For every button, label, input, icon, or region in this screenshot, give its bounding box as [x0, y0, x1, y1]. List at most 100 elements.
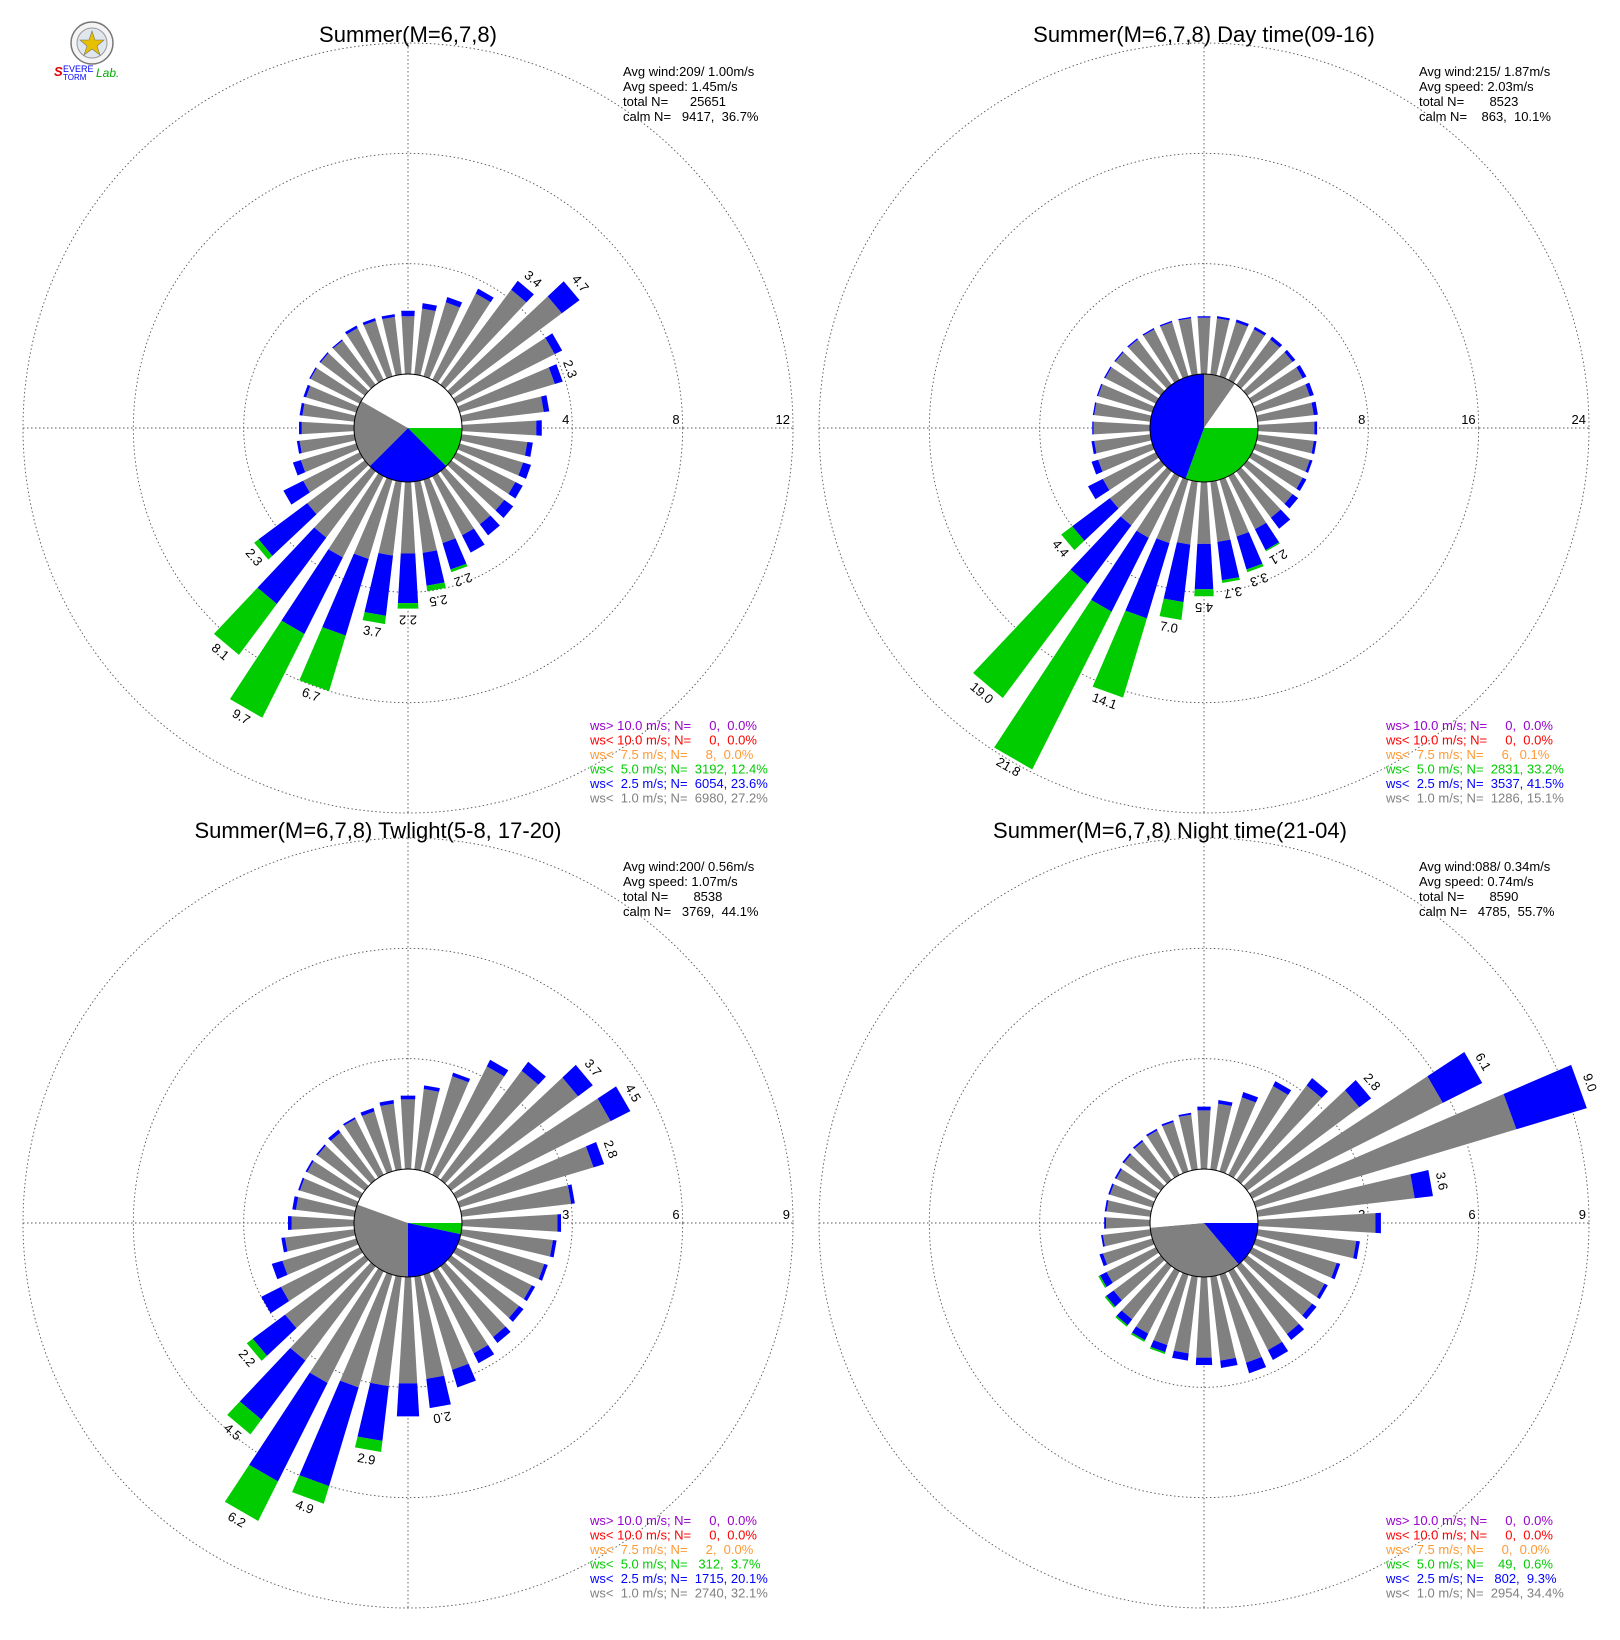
bar-segment-lt5 — [254, 539, 273, 560]
bar-segment-lt25 — [1072, 498, 1119, 541]
bar-segment-lt1 — [1210, 480, 1231, 542]
bar-segment-lt25 — [1091, 459, 1103, 475]
bar-segment-lt1 — [1178, 318, 1198, 376]
bar-segment-lt25 — [364, 553, 394, 616]
bar-value-label: 3.7 — [362, 622, 382, 640]
bar-segment-lt1 — [1116, 1169, 1159, 1199]
bar-segment-lt25 — [1353, 1240, 1360, 1260]
bar-segment-lt25 — [1220, 1357, 1238, 1368]
bar-segment-lt25 — [1092, 421, 1094, 435]
bar-segment-lt25 — [292, 460, 306, 476]
bar-segment-lt1 — [1094, 402, 1152, 422]
bar-segment-lt25 — [452, 1072, 471, 1083]
bar-value-label: 6.7 — [300, 684, 322, 704]
bar-segment-lt1 — [1197, 481, 1211, 544]
bar-segment-lt1 — [1105, 367, 1159, 404]
stat-line: Avg speed: 1.07m/s — [623, 874, 738, 889]
legend-entry: ws< 1.0 m/s; N= 6980, 27.2% — [589, 791, 768, 806]
bar-segment-lt25 — [550, 1240, 557, 1258]
stat-line: total N= 8538 — [623, 889, 722, 904]
bar-segment-lt25 — [252, 1314, 297, 1356]
bar-segment-lt25 — [292, 1196, 299, 1210]
ring-label: 9 — [1579, 1207, 1586, 1222]
bar-segment-lt5 — [1265, 542, 1280, 552]
bar-segment-lt25 — [511, 280, 534, 303]
stat-line: Avg speed: 2.03m/s — [1419, 79, 1534, 94]
range-ring — [928, 152, 1480, 704]
bar-segment-lt25 — [1270, 509, 1291, 529]
bar-segment-lt25 — [316, 1144, 326, 1156]
bar-value-label: 2.3 — [560, 358, 580, 380]
bar-segment-lt1 — [295, 1197, 356, 1217]
bar-value-label: 4.9 — [294, 1497, 316, 1517]
bar-segment-lt25 — [524, 442, 533, 457]
bar-segment-lt25 — [1163, 542, 1191, 603]
bar-segment-lt25 — [1236, 532, 1263, 570]
bar-segment-lt1 — [353, 477, 393, 559]
legend-entry: ws< 10.0 m/s; N= 0, 0.0% — [1385, 733, 1553, 748]
bar-segment-lt25 — [1245, 1357, 1267, 1374]
bar-segment-lt25 — [445, 297, 463, 308]
range-ring — [132, 152, 684, 704]
bar-segment-lt25 — [1070, 516, 1132, 585]
bar-segment-lt5 — [1115, 1315, 1128, 1327]
bar-segment-lt1 — [457, 443, 524, 476]
bar-segment-lt25 — [1235, 319, 1249, 327]
bar-value-label: 2.0 — [432, 1409, 452, 1427]
bar-segment-lt25 — [1270, 336, 1283, 348]
bar-segment-lt1 — [1219, 1272, 1262, 1363]
bar-segment-lt1 — [432, 1066, 505, 1178]
bar-segment-lt25 — [1410, 1169, 1433, 1199]
direction-bars: 3.74.52.82.02.94.96.24.52.2 — [221, 1056, 644, 1531]
bar-segment-lt1 — [1236, 339, 1280, 389]
bar-segment-lt25 — [1194, 543, 1214, 590]
bar-segment-lt25 — [557, 1214, 562, 1232]
bar-segment-lt5 — [426, 582, 446, 592]
legend-entry: ws> 10.0 m/s; N= 0, 0.0% — [1385, 718, 1553, 733]
bar-segment-lt25 — [1161, 1120, 1174, 1127]
bar-segment-lt25 — [1272, 1081, 1292, 1095]
ring-label: 16 — [1461, 412, 1475, 427]
bar-segment-lt1 — [330, 1132, 376, 1184]
bar-segment-lt25 — [332, 339, 343, 349]
bar-segment-lt1 — [310, 368, 363, 404]
legend-entry: ws< 7.5 m/s; N= 2, 0.0% — [589, 1542, 754, 1557]
bar-segment-lt25 — [1267, 1341, 1289, 1360]
bar-segment-lt1 — [299, 1178, 359, 1208]
ring-label: 8 — [672, 412, 679, 427]
bar-segment-lt25 — [309, 367, 317, 379]
bar-segment-lt1 — [453, 337, 555, 404]
bar-segment-lt25 — [479, 515, 500, 536]
bar-segment-lt25 — [400, 1095, 416, 1100]
bar-segment-lt25 — [1142, 328, 1155, 336]
bar-segment-lt1 — [1253, 443, 1310, 472]
bar-segment-lt25 — [1296, 365, 1307, 379]
bar-segment-lt1 — [1094, 434, 1152, 454]
bar-segment-lt25 — [1178, 1112, 1192, 1117]
bar-segment-lt1 — [1236, 1262, 1300, 1335]
bar-segment-lt5 — [362, 612, 386, 625]
bar-segment-lt1 — [457, 1146, 594, 1208]
range-ring — [132, 947, 684, 1499]
bar-segment-lt25 — [1132, 1139, 1144, 1149]
bar-segment-lt25 — [281, 1237, 288, 1253]
bar-segment-lt25 — [452, 1363, 476, 1388]
bar-segment-lt25 — [1108, 1183, 1114, 1195]
calm-circle-outline — [353, 373, 463, 483]
bar-segment-lt1 — [344, 1118, 384, 1178]
bar-segment-lt25 — [1503, 1064, 1587, 1130]
bar-segment-lt1 — [447, 296, 562, 396]
calm-sector-lt1 — [1150, 1223, 1239, 1278]
bar-segment-lt1 — [1228, 329, 1265, 383]
bar-segment-lt25 — [422, 303, 437, 312]
bar-segment-lt25 — [1099, 1253, 1108, 1267]
bar-segment-lt5 — [1061, 526, 1085, 551]
bar-segment-lt25 — [1104, 366, 1112, 379]
calm-sector-lt25 — [1204, 1223, 1258, 1265]
bar-segment-lt1 — [1249, 452, 1303, 489]
bar-segment-lt25 — [396, 1383, 420, 1417]
bar-segment-lt25 — [442, 538, 467, 570]
bar-segment-lt1 — [440, 467, 491, 525]
direction-bars: 2.86.19.03.6 — [1098, 1050, 1600, 1374]
